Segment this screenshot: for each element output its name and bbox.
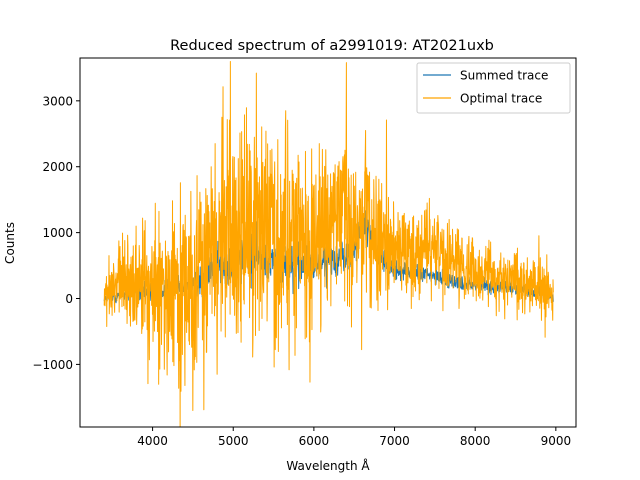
x-axis-label: Wavelength Å — [286, 458, 370, 473]
x-tick-label: 9000 — [541, 434, 572, 448]
chart-title: Reduced spectrum of a2991019: AT2021uxb — [170, 38, 494, 54]
y-axis: −1000 0 1000 2000 3000 — [32, 94, 80, 372]
y-tick-label: 1000 — [42, 226, 73, 240]
legend-entry-summed-trace[interactable]: Summed trace — [423, 69, 548, 83]
legend[interactable]: Summed trace Optimal trace — [416, 62, 571, 114]
plot-area-frame — [79, 57, 577, 428]
legend-label-summed-trace: Summed trace — [460, 69, 548, 83]
y-tick-label: 2000 — [42, 160, 73, 174]
series-layer — [103, 61, 554, 427]
legend-entry-optimal-trace[interactable]: Optimal trace — [423, 92, 542, 106]
y-tick-label: 0 — [65, 292, 73, 306]
y-tick-label: −1000 — [32, 358, 73, 372]
x-tick-label: 7000 — [379, 434, 410, 448]
x-axis: 4000 5000 6000 7000 8000 9000 — [137, 427, 571, 448]
legend-label-optimal-trace: Optimal trace — [460, 92, 542, 106]
x-tick-label: 5000 — [218, 434, 249, 448]
legend-frame — [416, 62, 571, 114]
x-tick-label: 6000 — [299, 434, 330, 448]
series-line-optimal-trace — [103, 61, 554, 427]
x-tick-label: 8000 — [460, 434, 491, 448]
y-axis-label: Counts — [3, 222, 17, 264]
y-tick-label: 3000 — [42, 94, 73, 108]
x-tick-label: 4000 — [137, 434, 168, 448]
